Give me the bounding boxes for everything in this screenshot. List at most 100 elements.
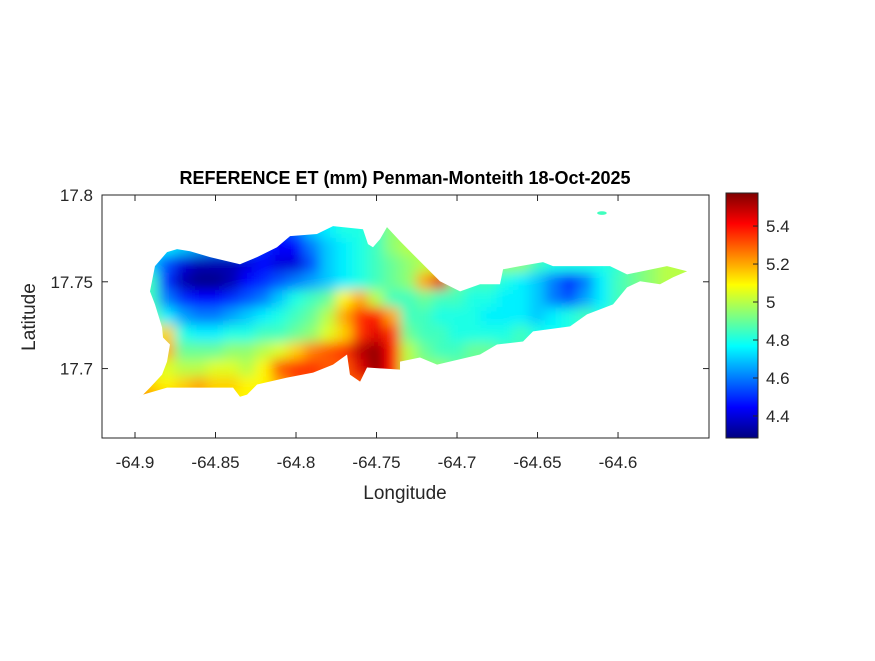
heatmap-cell — [206, 272, 225, 291]
heatmap-cell — [609, 220, 627, 239]
heatmap-cell — [239, 272, 257, 291]
heatmap-cell — [239, 211, 257, 222]
heatmap-cell — [577, 324, 595, 344]
heatmap-cell — [416, 211, 434, 222]
heatmap-cell — [223, 394, 241, 405]
heatmap-cell — [142, 324, 160, 344]
heatmap-cell — [657, 376, 675, 396]
heatmap-cell — [367, 255, 386, 274]
heatmap-cell — [625, 272, 643, 291]
heatmap-cell — [367, 394, 386, 405]
heatmap-cell — [561, 289, 579, 309]
heatmap-cell — [625, 376, 643, 396]
heatmap-cell — [174, 237, 192, 257]
heatmap-cell — [335, 342, 353, 361]
heatmap-cell — [512, 237, 530, 257]
heatmap-cell — [496, 394, 514, 405]
heatmap-cell — [593, 255, 611, 274]
heatmap-cell — [448, 394, 466, 405]
heatmap-cell — [625, 220, 643, 239]
heatmap-cell — [528, 272, 547, 291]
heatmap-cell — [239, 394, 257, 405]
heatmap-cell — [593, 289, 611, 309]
heatmap-cell — [641, 376, 659, 396]
heatmap-cell — [561, 272, 579, 291]
heatmap-cell — [319, 211, 337, 222]
heatmap-cell — [464, 255, 482, 274]
heatmap-cell — [400, 394, 418, 405]
heatmap-cell — [496, 289, 514, 309]
heatmap-cell — [319, 289, 337, 309]
heatmap-cell — [561, 394, 579, 405]
heatmap-cell — [335, 394, 353, 405]
heatmap-cell — [271, 289, 289, 309]
heatmap-cell — [271, 307, 289, 326]
heatmap-cell — [545, 342, 563, 361]
heatmap-cell — [271, 255, 289, 274]
heatmap-cell — [528, 289, 547, 309]
heatmap-cell — [255, 272, 273, 291]
heatmap-cell — [657, 342, 675, 361]
heatmap-cell — [641, 394, 659, 405]
heatmap-cell — [174, 289, 192, 309]
heatmap-cell — [142, 237, 160, 257]
heatmap-cell — [223, 342, 241, 361]
heatmap-cell — [384, 272, 402, 291]
x-tick-label: -64.6 — [599, 453, 638, 472]
heatmap-cell — [158, 255, 176, 274]
heatmap-cell — [271, 220, 289, 239]
heatmap-cell — [319, 324, 337, 344]
heatmap-cell — [303, 237, 321, 257]
heatmap-cell — [673, 342, 688, 361]
heatmap-cell — [190, 394, 208, 405]
heatmap-cell — [351, 394, 369, 405]
heatmap-cell — [545, 376, 563, 396]
heatmap-cell — [271, 211, 289, 222]
heatmap-cell — [657, 237, 675, 257]
heatmap-cell — [319, 342, 337, 361]
heatmap-cell — [351, 211, 369, 222]
heatmap-cell — [206, 211, 225, 222]
heatmap-cell — [609, 272, 627, 291]
heatmap-cell — [158, 289, 176, 309]
heatmap-cell — [174, 211, 192, 222]
heatmap-cell — [400, 220, 418, 239]
heatmap-cell — [239, 237, 257, 257]
heatmap-cell — [174, 220, 192, 239]
heatmap-cell — [545, 359, 563, 378]
heatmap-cell — [512, 324, 530, 344]
heatmap-cell — [255, 359, 273, 378]
heatmap-cell — [271, 237, 289, 257]
heatmap-cell — [577, 255, 595, 274]
heatmap-cell — [528, 376, 547, 396]
heatmap-cell — [271, 376, 289, 396]
heatmap-cell — [593, 307, 611, 326]
heatmap-cell — [206, 376, 225, 396]
heatmap-cell — [287, 359, 305, 378]
y-axis-label: Latitude — [19, 283, 40, 351]
heatmap-cell — [528, 211, 547, 222]
heatmap-cell — [133, 289, 144, 309]
heatmap-cell — [657, 255, 675, 274]
heatmap-cell — [673, 289, 688, 309]
heatmap-cell — [384, 211, 402, 222]
heatmap-cell — [496, 307, 514, 326]
heatmap-cell — [545, 255, 563, 274]
heatmap-cell — [657, 359, 675, 378]
heatmap-cell — [239, 220, 257, 239]
heatmap-cell — [206, 237, 225, 257]
heatmap-cell — [480, 272, 498, 291]
heatmap-cell — [641, 220, 659, 239]
heatmap-cell — [545, 211, 563, 222]
heatmap-cell — [577, 359, 595, 378]
heatmap-cell — [641, 324, 659, 344]
heatmap-cell — [367, 289, 386, 309]
heatmap-cell — [384, 324, 402, 344]
heatmap-cell — [416, 359, 434, 378]
heatmap-cell — [416, 394, 434, 405]
heatmap-cell — [133, 394, 144, 405]
heatmap-cell — [512, 394, 530, 405]
heatmap-cell — [432, 237, 450, 257]
heatmap-cell — [287, 237, 305, 257]
heatmap-cell — [657, 211, 675, 222]
